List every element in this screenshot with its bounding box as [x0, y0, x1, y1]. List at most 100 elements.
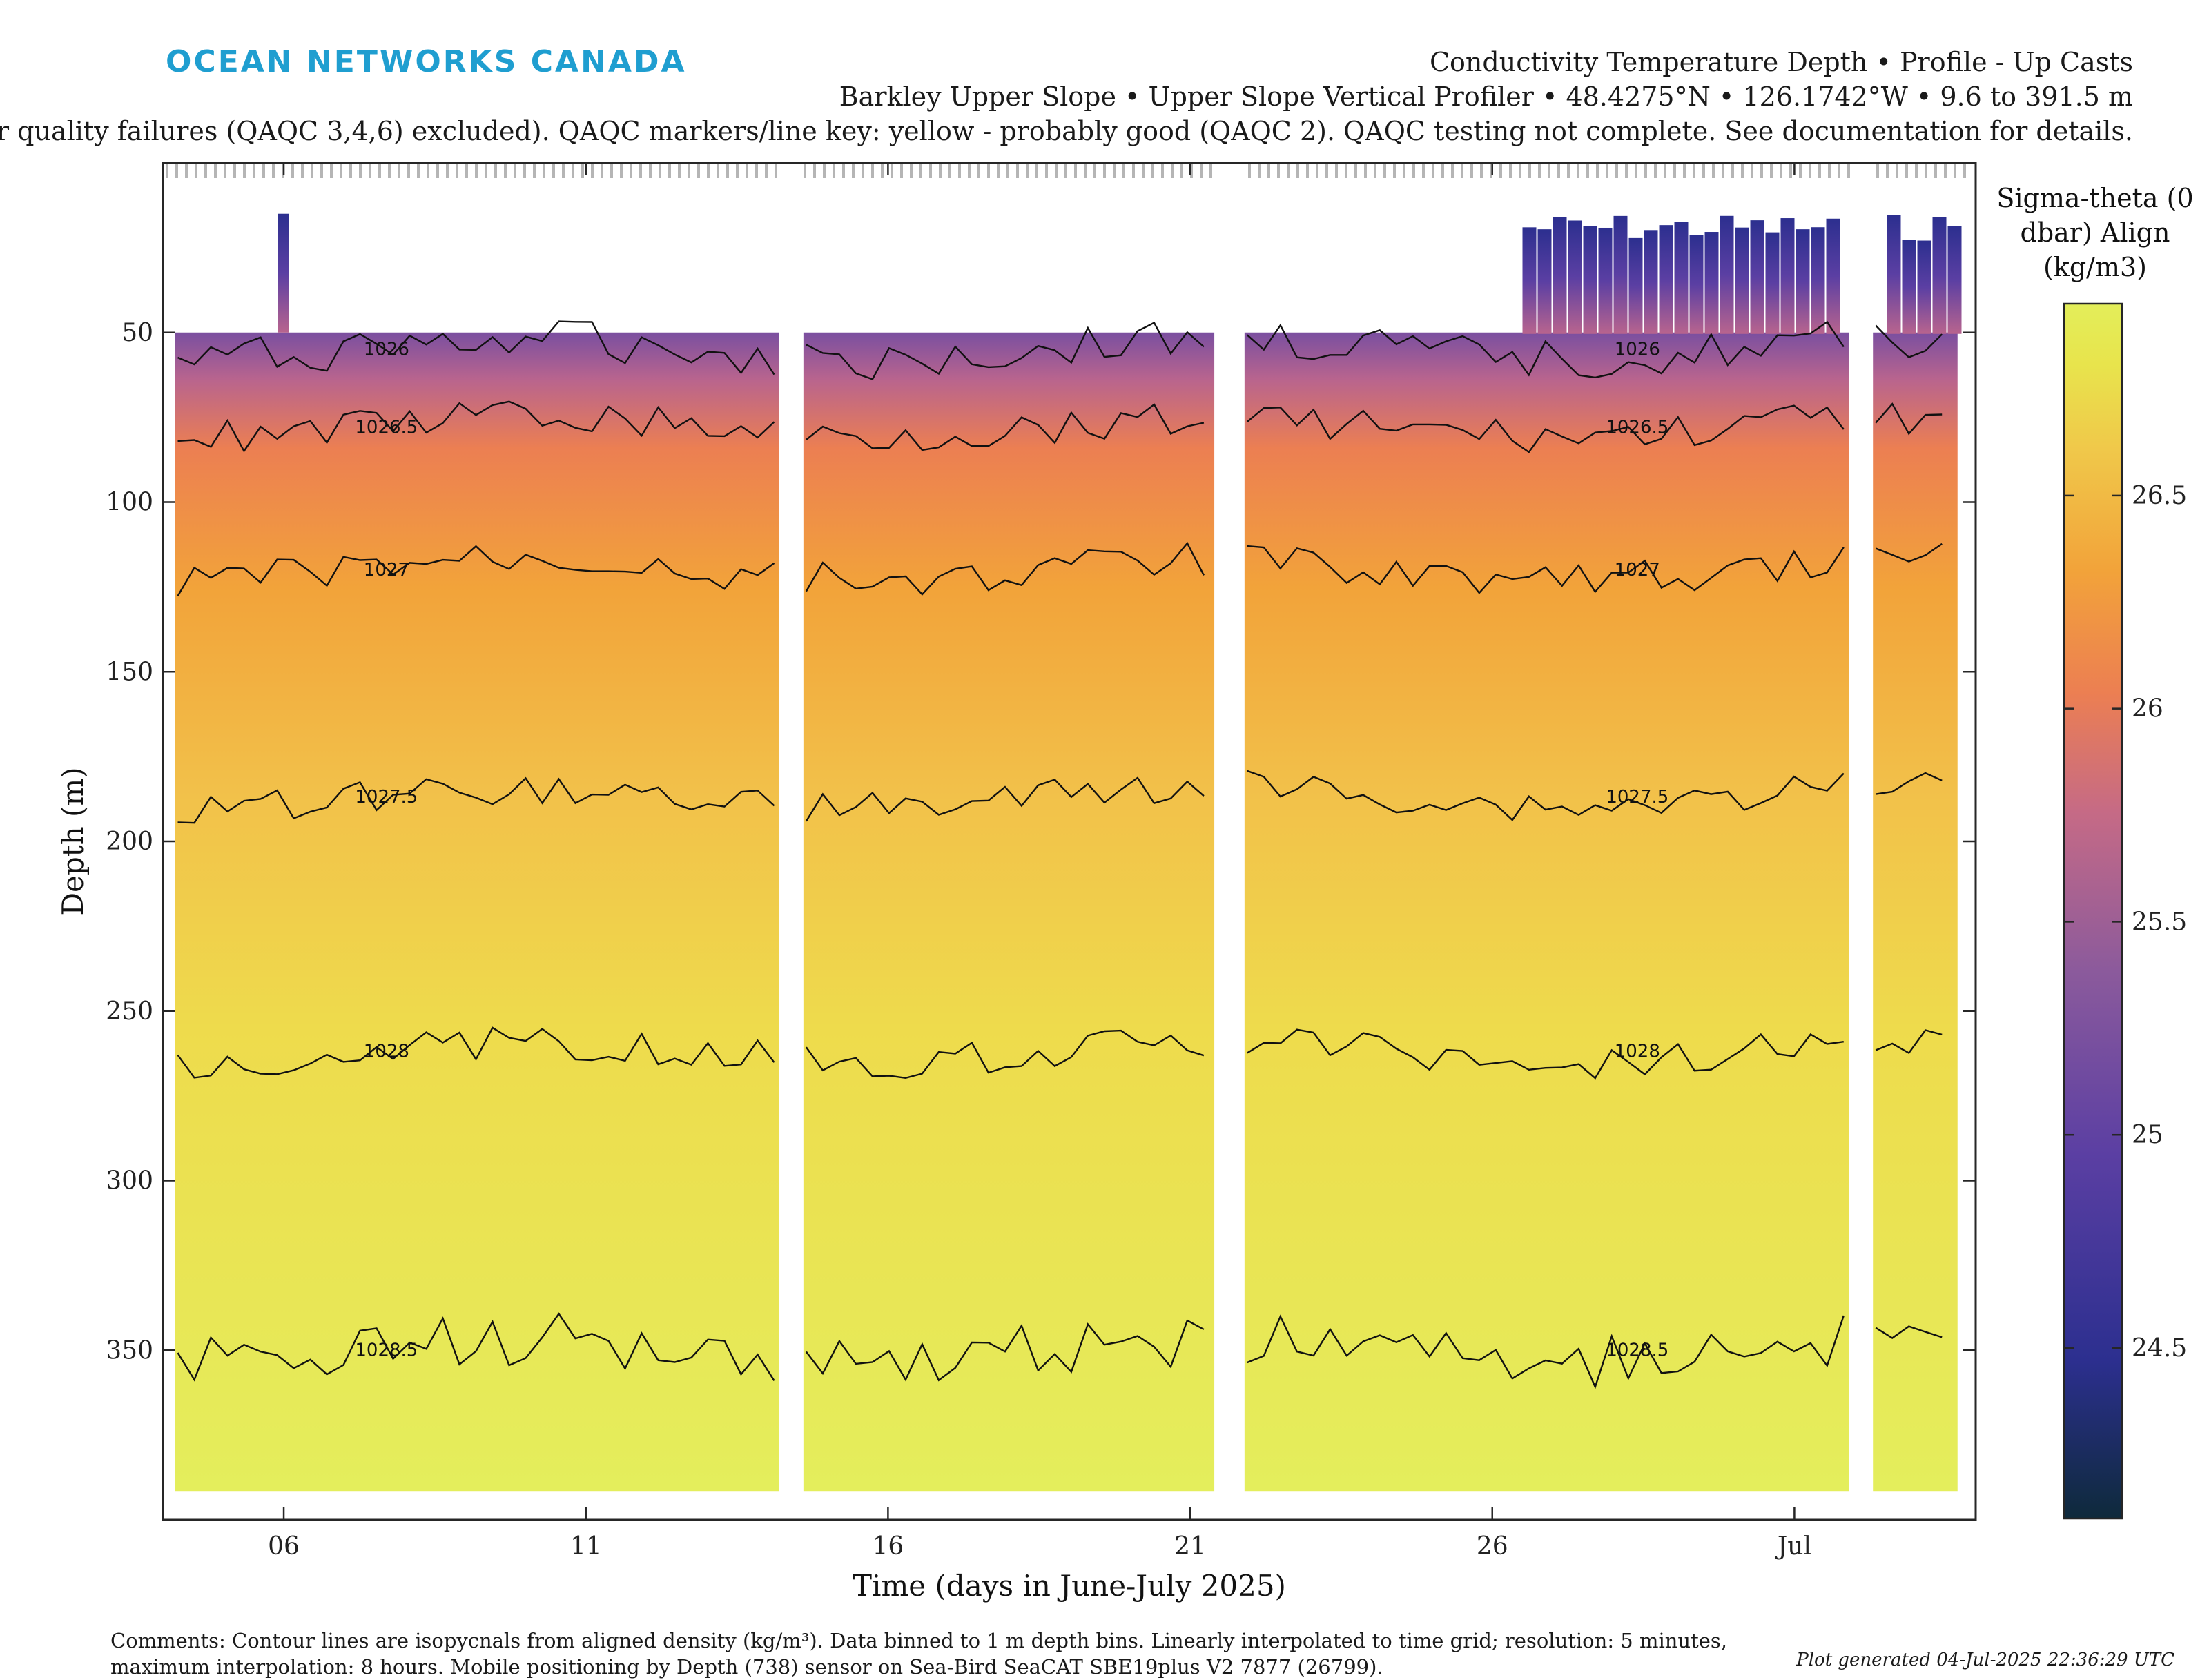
shallow-profile-column	[1644, 230, 1658, 334]
colorbar-tick-label: 26.5	[2132, 482, 2187, 510]
isopycnal-line-1027.5	[1876, 772, 1943, 795]
contour-label-1028: 1028	[364, 1042, 409, 1062]
shallow-profile-column	[1522, 227, 1537, 334]
isopycnal-line-1028	[805, 1029, 1205, 1080]
shallow-profile-column	[1537, 229, 1552, 334]
isopycnal-line-1026	[1247, 320, 1845, 379]
x-tick-label: 11	[570, 1532, 602, 1561]
shallow-profile-column	[1750, 220, 1764, 334]
shallow-profile-column	[1765, 232, 1780, 334]
heatmap-segment	[803, 332, 1215, 1492]
x-tick-label: 16	[872, 1532, 904, 1561]
shallow-profile-column	[1704, 232, 1719, 334]
shallow-profile-column	[1674, 222, 1689, 334]
y-tick-label: 100	[106, 489, 153, 517]
comments-line-1: Comments: Contour lines are isopycnals f…	[110, 1629, 1728, 1652]
y-tick-label: 150	[106, 658, 153, 686]
isopycnal-contours: 1026 1026 1026.5 1026.5 1027 1027 1027.5 1027.5…	[177, 320, 1943, 1389]
heatmap-segment	[175, 332, 779, 1492]
shallow-profile-column	[1917, 240, 1931, 334]
chart-subtitle: Barkley Upper Slope • Upper Slope Vertic…	[839, 81, 2133, 112]
chart-title: Conductivity Temperature Depth • Profile…	[1429, 47, 2133, 77]
isopycnal-line-1027.5	[177, 776, 775, 824]
contour-label-1028: 1028	[1615, 1042, 1660, 1062]
colorbar-tick-label: 26	[2132, 695, 2163, 723]
contour-label-1027: 1027	[1615, 560, 1660, 580]
isopycnal-line-1028.5	[805, 1319, 1205, 1382]
isopycnal-line-1026	[177, 320, 775, 375]
isopycnal-line-1028.5	[1875, 1325, 1943, 1339]
contour-label-1027: 1027	[364, 560, 409, 580]
colorbar-tick-label: 25.5	[2132, 908, 2187, 936]
shallow-profile-column	[1780, 218, 1795, 334]
y-axis-label: Depth (m)	[56, 767, 90, 915]
shallow-profile-column	[1887, 215, 1901, 334]
isopycnal-line-1026	[1875, 324, 1943, 358]
isopycnal-line-1027	[1247, 545, 1845, 594]
y-tick-label: 350	[106, 1336, 153, 1365]
x-tick-label: 06	[268, 1532, 300, 1561]
qaqc-markers	[166, 164, 1966, 178]
contour-label-1026: 1026	[1615, 339, 1660, 360]
shallow-profile-column	[1947, 226, 1962, 334]
axes: 50 100 150 200 250 300 350 06 11 16 21 26 Jul Time (d…	[56, 163, 1976, 1603]
shallow-profile-column	[1583, 226, 1597, 334]
shallow-profile-column	[1902, 240, 1916, 334]
colorbar-tick-label: 25	[2132, 1121, 2163, 1149]
heatmap-segment	[1244, 332, 1849, 1492]
shallow-profile-column	[1811, 227, 1825, 334]
heatmap-field	[175, 213, 1962, 1492]
isopycnal-line-1027.5	[805, 776, 1205, 822]
colorbar-tick-label: 24.5	[2132, 1334, 2187, 1362]
isopycnal-line-1027.5	[1247, 770, 1845, 821]
contour-label-1027.5: 1027.5	[1606, 787, 1668, 808]
comments-text: Comments: Contour lines are isopycnals f…	[110, 1628, 1802, 1680]
shallow-profile-column	[1628, 237, 1643, 334]
isopycnal-line-1028.5	[177, 1312, 775, 1382]
shallow-profile-column	[1735, 227, 1749, 334]
contour-label-1027.5: 1027.5	[355, 787, 418, 808]
x-axis-label: Time (days in June-July 2025)	[853, 1569, 1286, 1603]
contour-label-1028.5: 1028.5	[1606, 1340, 1668, 1360]
shallow-profile-column	[1613, 215, 1628, 334]
colorbar-label: Sigma-theta (0	[1996, 183, 2193, 213]
shallow-profile-column	[1553, 217, 1567, 334]
colorbar-gradient	[2063, 302, 2123, 1520]
x-tick-label: 26	[1477, 1532, 1508, 1561]
contour-label-1026.5: 1026.5	[1606, 417, 1668, 438]
isopycnal-line-1027	[177, 545, 775, 597]
contour-label-1028.5: 1028.5	[355, 1340, 418, 1360]
colorbar-label: dbar) Align	[2021, 217, 2170, 248]
heatmap-segment	[1873, 332, 1958, 1492]
shallow-profile-spike	[278, 213, 289, 333]
shallow-profile-column	[1932, 217, 1947, 334]
comments-line-2: maximum interpolation: 8 hours. Mobile p…	[110, 1655, 1383, 1679]
isopycnal-line-1028.5	[1247, 1314, 1845, 1389]
plot-generated-timestamp: Plot generated 04-Jul-2025 22:36:29 UTC	[1796, 1650, 2174, 1670]
isopycnal-line-1026	[806, 322, 1205, 380]
isopycnal-line-1026.5	[177, 400, 775, 453]
isopycnal-line-1028	[1247, 1028, 1844, 1080]
shallow-profile-column	[1659, 225, 1673, 334]
isopycnal-line-1028	[1875, 1029, 1943, 1055]
x-tick-label: 21	[1174, 1532, 1206, 1561]
shallow-profile-column	[1689, 235, 1704, 334]
y-tick-label: 300	[106, 1167, 153, 1195]
isopycnal-line-1028	[177, 1026, 775, 1079]
isopycnal-line-1026.5	[1875, 402, 1943, 436]
x-tick-label: Jul	[1775, 1532, 1811, 1561]
shallow-profile-column	[1598, 227, 1613, 334]
y-tick-label: 200	[106, 828, 153, 856]
isopycnal-line-1027	[1875, 543, 1943, 563]
y-tick-label: 50	[121, 319, 153, 347]
onc-logo: OCEAN NETWORKS CANADA	[166, 44, 687, 79]
chart-qaqc-note: or quality failures (QAQC 3,4,6) exclude…	[0, 116, 2133, 146]
isopycnal-line-1026.5	[1247, 404, 1845, 453]
shallow-profile-column	[1720, 215, 1734, 334]
colorbar: 24.5 25 25.5 26 26.5 Sigma-theta (0 dbar) Alig…	[1996, 183, 2194, 1520]
y-tick-label: 250	[106, 997, 153, 1026]
contour-label-1026.5: 1026.5	[355, 417, 418, 438]
contour-label-1026: 1026	[364, 339, 409, 360]
shallow-profile-column	[1826, 218, 1840, 334]
